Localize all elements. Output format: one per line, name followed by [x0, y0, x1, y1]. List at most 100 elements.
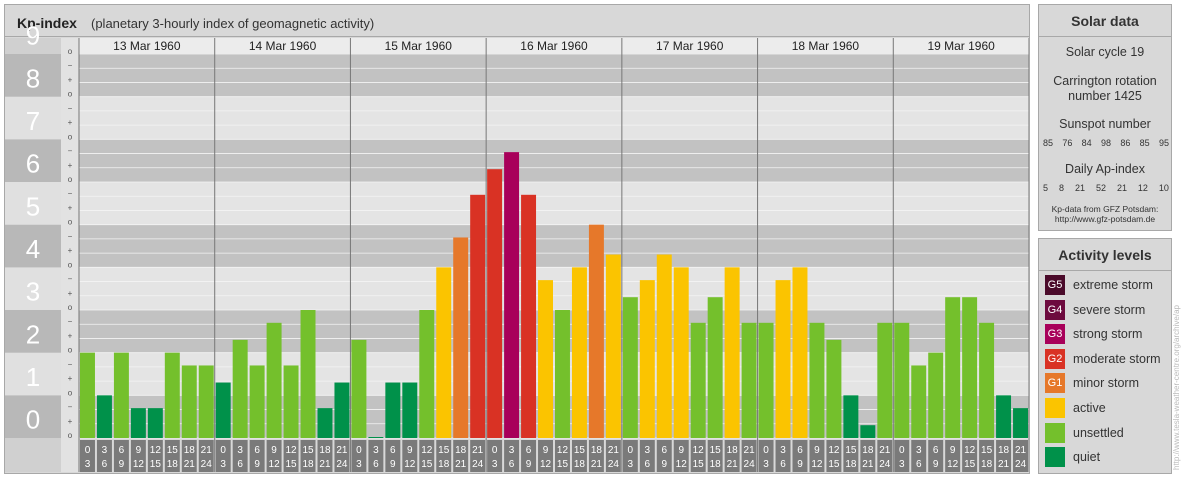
plot-band — [79, 54, 1029, 97]
kp-bar — [962, 297, 978, 438]
minor-tick-label: + — [68, 118, 73, 127]
ap-value: 10 — [1158, 183, 1169, 193]
interval-cell — [198, 440, 214, 472]
y-axis-band — [5, 54, 61, 97]
interval-end-label: 15 — [964, 459, 976, 470]
y-tick-label: 2 — [26, 319, 40, 349]
kp-bar — [588, 224, 604, 438]
interval-start-label: 0 — [220, 445, 226, 456]
interval-start-label: 18 — [998, 445, 1010, 456]
interval-end-label: 6 — [509, 459, 515, 470]
ap-value: 21 — [1116, 183, 1127, 193]
legend-label: extreme storm — [1073, 278, 1153, 292]
y-axis-band — [5, 352, 61, 396]
interval-start-label: 21 — [1015, 445, 1027, 456]
interval-start-label: 18 — [727, 445, 739, 456]
interval-cell — [351, 440, 367, 472]
interval-start-label: 21 — [336, 445, 348, 456]
interval-cell — [504, 440, 520, 472]
interval-cell — [690, 440, 706, 472]
day-label: 19 Mar 1960 — [927, 39, 995, 53]
interval-end-label: 24 — [472, 459, 484, 470]
plot-band — [79, 267, 1029, 310]
interval-cell — [555, 440, 570, 472]
sunspot-value: 86 — [1120, 138, 1131, 148]
kp-bar — [945, 297, 961, 438]
kp-bar — [673, 267, 689, 438]
day-label: 16 Mar 1960 — [520, 39, 588, 53]
interval-end-label: 18 — [167, 459, 179, 470]
interval-end-label: 6 — [780, 459, 786, 470]
legend-label: moderate storm — [1073, 351, 1161, 366]
y-axis-band — [5, 267, 61, 310]
interval-start-label: 6 — [526, 445, 532, 456]
interval-cell — [232, 440, 248, 472]
kp-bar — [877, 322, 893, 438]
legend-label: unsettled — [1073, 425, 1124, 440]
interval-start-label: 3 — [916, 445, 922, 456]
kp-bar — [351, 339, 367, 438]
minor-tick-label: o — [68, 388, 73, 397]
plot-band — [79, 182, 1029, 225]
interval-cell — [113, 440, 129, 472]
kp-bar — [860, 425, 876, 438]
chart-header: Kp-index (planetary 3-hourly index of ge… — [5, 5, 1029, 37]
interval-start-label: 3 — [373, 445, 379, 456]
data-credit: Kp-data from GFZ Potsdam: — [1051, 204, 1159, 214]
day-label: 15 Mar 1960 — [385, 39, 453, 53]
minor-tick-label: o — [68, 47, 73, 56]
interval-end-label: 9 — [526, 459, 532, 470]
interval-start-label: 6 — [661, 445, 667, 456]
y-axis-band — [5, 224, 61, 268]
interval-end-label: 21 — [998, 459, 1010, 470]
interval-cell — [453, 440, 469, 472]
minor-tick-label: − — [68, 317, 73, 326]
interval-cell — [215, 440, 231, 472]
minor-tick-label: o — [68, 346, 73, 355]
solar-cycle: Solar cycle 19 — [1065, 45, 1145, 59]
interval-cell — [334, 440, 350, 472]
interval-start-label: 9 — [407, 445, 413, 456]
y-tick-label: 4 — [26, 234, 40, 264]
interval-start-label: 12 — [964, 445, 976, 456]
kp-bar — [334, 382, 350, 438]
interval-start-label: 6 — [797, 445, 803, 456]
interval-end-label: 18 — [574, 459, 586, 470]
kp-bar — [792, 267, 808, 438]
interval-start-label: 21 — [201, 445, 213, 456]
interval-start-label: 3 — [780, 445, 786, 456]
sunspot-values: 85 76 84 98 86 85 95 — [1043, 138, 1169, 148]
kp-bar — [385, 382, 401, 438]
y-axis-band — [5, 139, 61, 182]
interval-cell — [80, 440, 95, 472]
legend-swatch — [1045, 447, 1065, 468]
interval-end-label: 12 — [404, 459, 416, 470]
minor-tick-label: o — [68, 260, 73, 269]
interval-end-label: 18 — [302, 459, 314, 470]
interval-cell — [1013, 440, 1028, 472]
interval-cell — [487, 440, 503, 472]
interval-cell — [588, 440, 604, 472]
minor-tick-label: + — [68, 203, 73, 212]
interval-end-label: 15 — [150, 459, 162, 470]
kp-bar — [928, 352, 944, 438]
interval-start-label: 0 — [492, 445, 498, 456]
kp-chart-panel: Kp-index (planetary 3-hourly index of ge… — [4, 4, 1030, 474]
minor-tick-label: − — [68, 403, 73, 412]
interval-end-label: 9 — [661, 459, 667, 470]
kp-bar — [215, 382, 231, 438]
kp-bar — [1013, 408, 1028, 438]
data-credit-url: http://www.gfz-potsdam.de — [1054, 214, 1156, 224]
interval-end-label: 24 — [608, 459, 620, 470]
kp-bar — [402, 382, 418, 438]
y-axis-band — [5, 310, 61, 353]
interval-start-label: 15 — [438, 445, 450, 456]
watermark: http://www.tesla-weather-centre.org/arch… — [1172, 305, 1181, 470]
interval-end-label: 15 — [828, 459, 840, 470]
kp-bar — [538, 280, 553, 438]
y-axis-band — [5, 96, 61, 140]
solar-data-title: Solar data — [1039, 5, 1171, 37]
legend-swatch: G1 — [1045, 373, 1065, 394]
ap-value: 52 — [1095, 183, 1106, 193]
interval-end-label: 21 — [455, 459, 467, 470]
